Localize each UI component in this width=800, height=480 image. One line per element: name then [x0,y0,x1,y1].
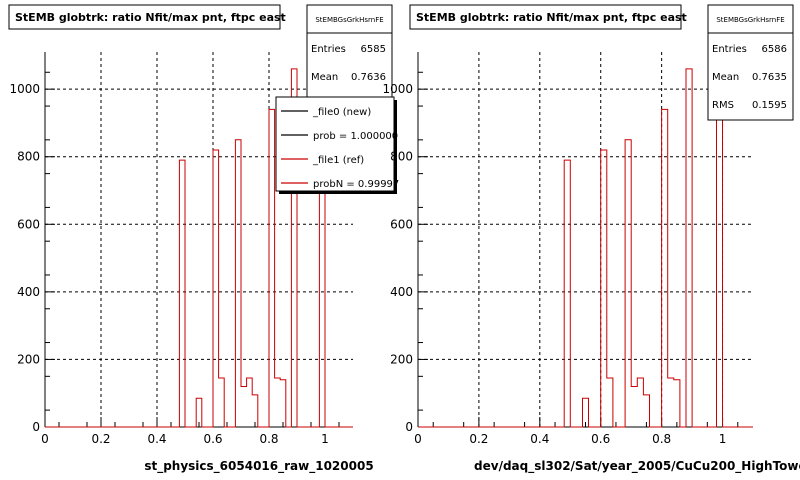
stats-name: StEMBGsGrkHsrnFE [716,16,784,24]
x-tick-label: 1 [321,432,329,446]
stats-name: StEMBGsGrkHsrnFE [315,16,383,24]
x-tick-label: 0.2 [469,432,488,446]
x-tick-label: 0.4 [147,432,166,446]
stats-label: Mean [712,72,739,83]
x-tick-label: 0.4 [530,432,549,446]
histogram-series-1 [45,68,353,428]
y-tick-label: 400 [390,285,413,299]
x-tick-label: 1 [719,432,727,446]
x-tick-label: 0.6 [591,432,610,446]
stats-value: 0.7636 [351,72,386,83]
y-tick-label: 1000 [9,82,40,96]
y-tick-label: 1000 [382,82,413,96]
y-tick-label: 200 [17,352,40,366]
histogram-panel-2: 0 0.2 0.4 0.6 0.8 1 0 200 400 600 800 1000 StEMB glo… [382,4,800,474]
x-axis-label: dev/daq_sl302/Sat/year_2005/CuCu200_High… [474,459,800,474]
legend-label: prob = 1.000000 [313,131,398,142]
stats-label: Entries [712,44,747,55]
y-tick-label: 200 [390,352,413,366]
histogram-series-1 [418,68,753,428]
legend-label: probN = 0.99997 [313,179,399,190]
y-tick-label: 800 [390,150,413,164]
legend-box [275,96,395,192]
x-tick-label: 0.8 [259,432,278,446]
y-tick-label: 0 [32,420,40,434]
y-tick-label: 0 [405,420,413,434]
chart-title: StEMB globtrk: ratio Nfit/max pnt, ftpc … [15,11,286,24]
x-tick-label: 0 [41,432,49,446]
x-tick-label: 0.6 [203,432,222,446]
x-tick-label: 0.8 [652,432,671,446]
stats-value: 0.7635 [752,72,787,83]
stats-label: RMS [712,100,734,111]
chart-title: StEMB globtrk: ratio Nfit/max pnt, ftpc … [416,11,687,24]
stats-box [707,4,794,121]
title-box [8,4,281,30]
y-tick-label: 600 [390,217,413,231]
stats-value: 0.1595 [752,100,787,111]
y-tick-label: 400 [17,285,40,299]
stats-label: Entries [311,44,346,55]
x-tick-label: 0 [414,432,422,446]
stats-value: 6586 [762,44,787,55]
y-tick-label: 800 [17,150,40,164]
x-tick-label: 0.2 [91,432,110,446]
title-box [409,4,682,30]
histogram-panel-1: 0 0.2 0.4 0.6 0.8 1 0 200 400 600 800 1000 StEMB glo… [8,4,399,474]
stats-label: Mean [311,72,338,83]
y-tick-label: 600 [17,217,40,231]
legend-label: _file0 (new) [312,107,371,118]
stats-value: 6585 [361,44,386,55]
legend-label: _file1 (ref) [312,155,364,166]
x-axis-label: st_physics_6054016_raw_1020005 [144,459,373,474]
